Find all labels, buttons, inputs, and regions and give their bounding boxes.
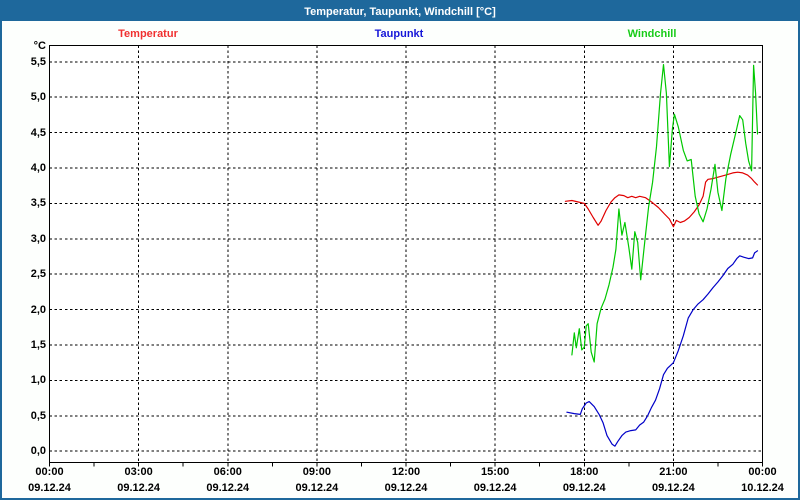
legend-item-windchill: Windchill: [627, 28, 677, 40]
x-tick-time: 03:00: [124, 466, 153, 478]
y-tick-label: 5,5: [30, 55, 46, 68]
legend: Temperatur Taupunkt Windchill: [2, 28, 798, 42]
x-tick-date: 09.12.24: [28, 482, 71, 494]
y-tick-label: 2,5: [30, 268, 46, 281]
window-title: Temperatur, Taupunkt, Windchill [°C]: [304, 5, 496, 18]
x-tick-time: 18:00: [570, 466, 599, 478]
title-bar: Temperatur, Taupunkt, Windchill [°C]: [2, 2, 798, 21]
x-tick-date: 09.12.24: [295, 482, 339, 494]
y-tick-label: 4,5: [30, 126, 46, 139]
legend-item-temperatur: Temperatur: [118, 28, 178, 40]
x-tick-time: 12:00: [391, 466, 421, 478]
x-tick-date: 09.12.24: [206, 482, 250, 494]
legend-item-taupunkt: Taupunkt: [374, 28, 424, 40]
y-tick-label: 0,5: [30, 409, 46, 422]
x-tick-time: 09:00: [302, 466, 331, 478]
x-tick-date: 09.12.24: [117, 482, 161, 494]
series-line-temperatur: [564, 171, 759, 228]
y-tick-label: 1,0: [30, 374, 46, 387]
y-tick-label: 0,0: [30, 445, 46, 458]
y-tick-label: 3,0: [30, 232, 46, 245]
series-line-windchill: [571, 63, 759, 363]
y-tick-label: 3,5: [30, 197, 46, 210]
y-tick-label: 2,0: [30, 303, 46, 316]
x-tick-time: 00:00: [35, 466, 64, 478]
y-tick-label: 4,0: [30, 161, 46, 174]
x-tick-date: 09.12.24: [651, 482, 695, 494]
x-tick-date: 09.12.24: [562, 482, 606, 494]
x-tick-time: 06:00: [213, 466, 242, 478]
x-tick-time: 00:00: [748, 466, 777, 478]
x-tick-date: 09.12.24: [473, 482, 517, 494]
y-axis-unit-label: °C: [33, 40, 46, 52]
y-tick-label: 1,5: [30, 338, 46, 351]
x-tick-time: 21:00: [659, 466, 688, 478]
x-tick-date: 09.12.24: [384, 482, 428, 494]
x-tick-time: 15:00: [481, 466, 510, 478]
y-tick-label: 5,0: [30, 91, 46, 104]
x-tick-date: 10.12.24: [741, 482, 784, 494]
series-line-taupunkt: [566, 250, 759, 447]
